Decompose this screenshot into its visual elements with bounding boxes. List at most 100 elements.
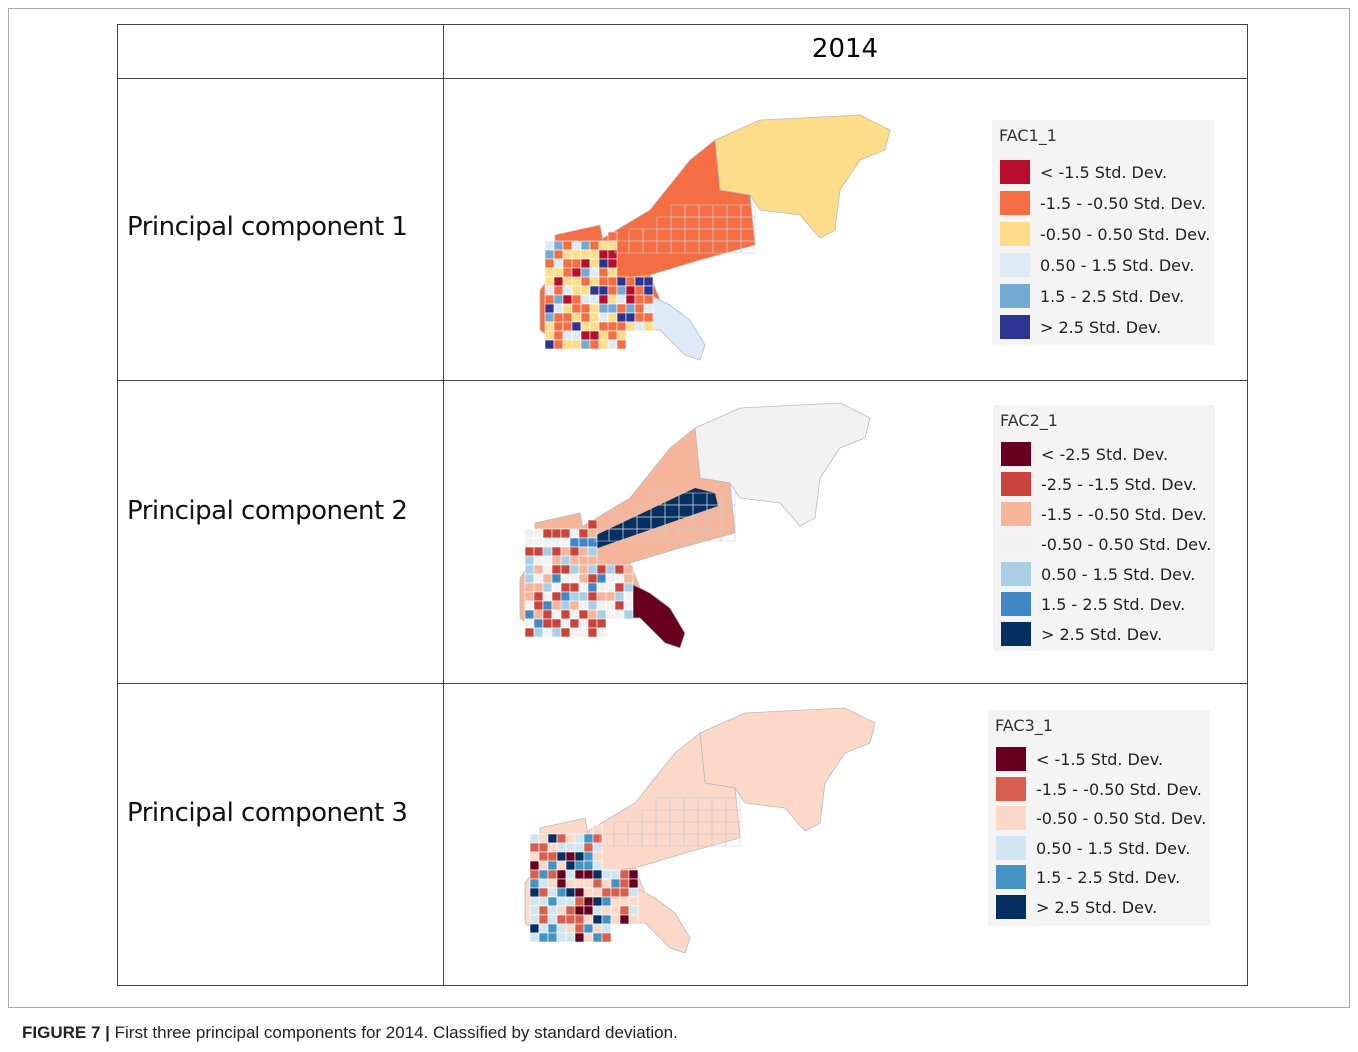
legend-entry: 0.50 - 1.5 Std. Dev. — [1000, 253, 1210, 277]
legend-swatch — [996, 747, 1026, 771]
map-cell — [542, 582, 553, 593]
map-cell — [587, 627, 598, 638]
border — [1247, 24, 1248, 985]
map-cell — [589, 285, 600, 296]
map-cell — [583, 833, 594, 844]
map-cell — [607, 285, 618, 296]
map-cell — [578, 582, 589, 593]
map-cell — [583, 914, 594, 925]
map-cell — [623, 573, 634, 584]
map-cell — [598, 339, 609, 350]
map-cell — [547, 923, 558, 934]
legend-swatch — [1000, 160, 1030, 184]
map-cell — [587, 573, 598, 584]
map-cell — [580, 249, 591, 260]
map-cell — [634, 312, 645, 323]
map-cell — [538, 932, 549, 943]
map-cell — [556, 833, 567, 844]
map-cell — [610, 878, 621, 889]
map-cell — [569, 528, 580, 539]
map-cell — [538, 833, 549, 844]
map-cell — [592, 851, 603, 862]
map-cell — [571, 267, 582, 278]
map-cell — [569, 591, 580, 602]
map-cell — [560, 573, 571, 584]
legend-entry: -1.5 - -0.50 Std. Dev. — [1001, 502, 1211, 526]
legend-label: < -2.5 Std. Dev. — [1041, 445, 1169, 464]
legend-entry: 1.5 - 2.5 Std. Dev. — [1000, 284, 1210, 308]
map-cell — [538, 887, 549, 898]
border — [117, 24, 118, 985]
map-region — [714, 114, 891, 239]
map-cell — [565, 914, 576, 925]
map-cell — [601, 878, 612, 889]
legend-entry: > 2.5 Std. Dev. — [1000, 315, 1210, 339]
map-cell — [542, 555, 553, 566]
map-cell — [529, 905, 540, 916]
legend: FAC3_1 < -1.5 Std. Dev. -1.5 - -0.50 Std. … — [988, 710, 1210, 926]
map-cell — [560, 546, 571, 557]
map-region — [699, 707, 876, 832]
map-cell — [583, 860, 594, 871]
map-cell — [533, 546, 544, 557]
map-cell — [542, 537, 553, 548]
legend-entry: 0.50 - 1.5 Std. Dev. — [1001, 562, 1211, 586]
map-cell — [592, 824, 603, 835]
map-cell — [562, 339, 573, 350]
map-cell — [623, 609, 634, 620]
map-cell — [605, 591, 616, 602]
map-cell — [619, 905, 630, 916]
map-cell — [587, 555, 598, 566]
legend-entry: -0.50 - 0.50 Std. Dev. — [1000, 222, 1210, 246]
map-cell — [529, 887, 540, 898]
border — [117, 78, 1247, 79]
legend-swatch — [996, 776, 1026, 801]
map-cell — [578, 564, 589, 575]
map-cell — [544, 276, 555, 287]
border — [443, 24, 444, 985]
map-cell — [533, 582, 544, 593]
map-cell — [578, 537, 589, 548]
map-region — [590, 488, 718, 550]
map-cell — [574, 905, 585, 916]
legend-label: 0.50 - 1.5 Std. Dev. — [1040, 256, 1195, 275]
legend-label: -1.5 - -0.50 Std. Dev. — [1040, 194, 1206, 213]
map-cell — [529, 833, 540, 844]
map-cell — [538, 851, 549, 862]
map-cell — [551, 591, 562, 602]
map-cell — [596, 582, 607, 593]
map-cell — [571, 321, 582, 332]
map-cell — [544, 240, 555, 251]
map-cell — [589, 303, 600, 314]
map-cell — [578, 555, 589, 566]
map-cell — [607, 231, 618, 242]
legend-entry: 1.5 - 2.5 Std. Dev. — [996, 865, 1206, 890]
map-cell — [580, 294, 591, 305]
legend-label: -1.5 - -0.50 Std. Dev. — [1041, 505, 1207, 524]
map-cell — [587, 600, 598, 611]
map-cell — [587, 618, 598, 629]
map-cell — [560, 537, 571, 548]
map-cell — [598, 267, 609, 278]
legend-label: 1.5 - 2.5 Std. Dev. — [1040, 287, 1185, 306]
map-cell — [607, 312, 618, 323]
map-cell — [592, 887, 603, 898]
map-cell — [578, 627, 589, 638]
map-cell — [574, 878, 585, 889]
map-cell — [598, 330, 609, 341]
map-cell — [524, 609, 535, 620]
map-cell — [556, 914, 567, 925]
map-cell — [553, 276, 564, 287]
legend-swatch — [1000, 315, 1030, 339]
map-cell — [598, 249, 609, 260]
map-cell — [628, 896, 639, 907]
map-cell — [580, 303, 591, 314]
map-cell — [533, 537, 544, 548]
map-cell — [589, 330, 600, 341]
map-cell — [583, 842, 594, 853]
legend-label: < -1.5 Std. Dev. — [1036, 750, 1164, 769]
map-cell — [625, 321, 636, 332]
map-cell — [562, 240, 573, 251]
map-cell — [556, 869, 567, 880]
